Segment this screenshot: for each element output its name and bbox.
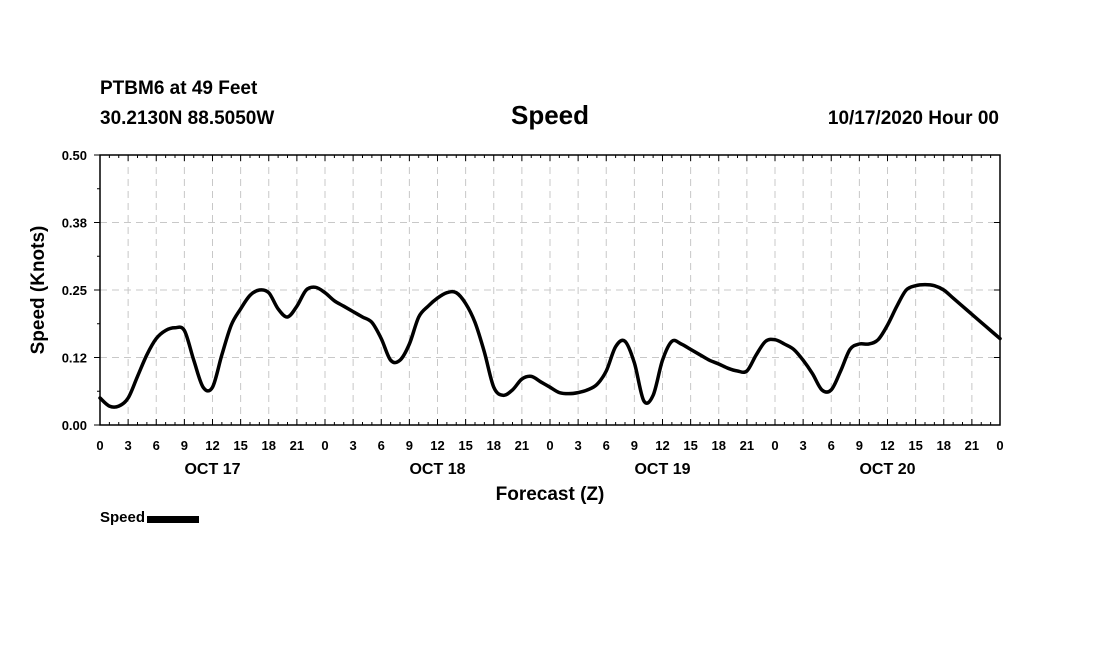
x-tick-label: 12 [655,438,669,453]
datetime-label: 10/17/2020 Hour 00 [828,108,999,129]
legend-swatch [147,515,200,523]
x-tick-label: 3 [125,438,132,453]
y-tick-labels: 0.00 0.12 0.25 0.38 0.50 [62,148,87,433]
speed-series-line [98,282,1002,409]
x-tick-label: 12 [205,438,219,453]
x-tick-label: 18 [712,438,726,453]
x-tick-label: 0 [996,438,1003,453]
x-tick-label: 9 [856,438,863,453]
y-tick-label: 0.38 [62,216,87,231]
x-tick-label: 6 [378,438,385,453]
y-tick-label: 0.50 [62,148,87,163]
y-tick-label: 0.25 [62,283,87,298]
x-tick-label: 18 [937,438,951,453]
x-tick-label: 0 [771,438,778,453]
day-label: OCT 19 [634,461,690,478]
day-labels: OCT 17 OCT 18 OCT 19 OCT 20 [184,461,915,478]
coords-label: 30.2130N 88.5050W [100,108,274,129]
x-tick-label: 18 [487,438,501,453]
x-tick-label: 21 [515,438,529,453]
x-tick-label: 0 [321,438,328,453]
x-tick-label: 15 [683,438,697,453]
y-axis-label: Speed (Knots) [28,226,49,355]
day-label: OCT 20 [859,461,915,478]
y-tick-label: 0.00 [62,418,87,433]
station-label: PTBM6 at 49 Feet [100,78,258,99]
x-tick-label: 0 [96,438,103,453]
x-axis-label: Forecast (Z) [496,484,605,505]
y-tick-label: 0.12 [62,351,87,366]
x-tick-label: 9 [406,438,413,453]
x-tick-label: 9 [181,438,188,453]
x-tick-label: 15 [908,438,922,453]
x-tick-label: 9 [631,438,638,453]
x-tick-label: 15 [233,438,247,453]
grid-lines [100,155,1000,425]
x-tick-label: 12 [880,438,894,453]
x-tick-label: 6 [603,438,610,453]
plot-frame [99,154,1001,426]
x-tick-label: 3 [575,438,582,453]
day-label: OCT 17 [184,461,240,478]
x-tick-label: 15 [458,438,472,453]
legend: Speed [100,509,200,526]
x-tick-label: 6 [828,438,835,453]
x-tick-label: 21 [965,438,979,453]
day-label: OCT 18 [409,461,465,478]
x-tick-label: 12 [430,438,444,453]
chart-title: Speed [511,100,589,130]
x-tick-label: 6 [153,438,160,453]
x-tick-label: 18 [262,438,276,453]
x-tick-label: 21 [740,438,754,453]
x-tick-labels: 0 3 6 9 12 15 18 21 0 3 6 9 12 15 18 21 0 3 6 9 12 15 18 21 0 3 6 9… [96,438,1003,453]
x-tick-label: 3 [350,438,357,453]
x-tick-label: 0 [546,438,553,453]
legend-label: Speed [100,509,146,526]
x-tick-label: 21 [290,438,304,453]
x-tick-label: 3 [800,438,807,453]
